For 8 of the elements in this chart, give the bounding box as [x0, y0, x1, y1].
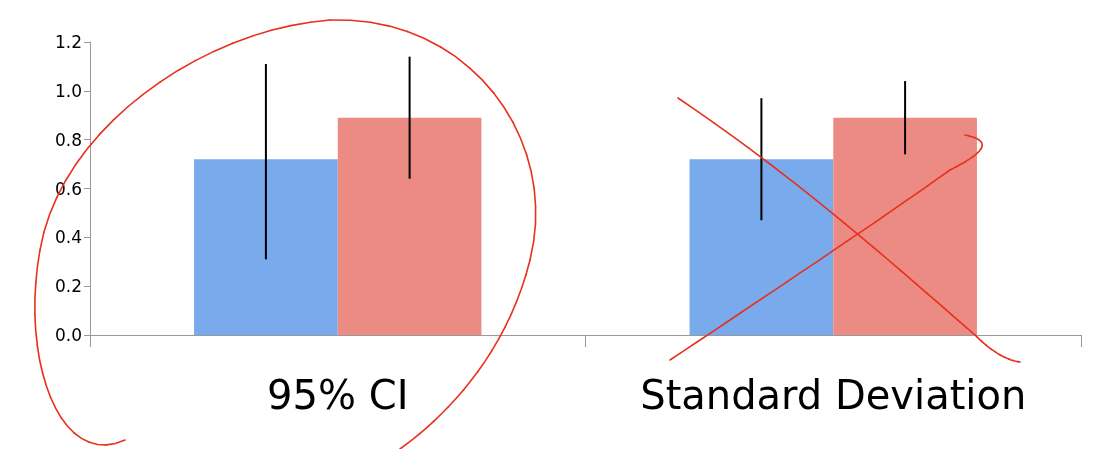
y-tick-label: 1.0: [54, 80, 82, 101]
y-tick-label: 0.0: [54, 325, 82, 345]
x-tick-label: Standard Deviation: [640, 372, 1027, 418]
y-tick-label: 0.8: [54, 129, 82, 150]
x-tick-label: 95% CI: [267, 372, 409, 418]
y-tick-label: 1.2: [54, 32, 82, 52]
y-tick-label: 0.4: [54, 227, 82, 248]
y-tick-label: 0.2: [54, 276, 82, 297]
